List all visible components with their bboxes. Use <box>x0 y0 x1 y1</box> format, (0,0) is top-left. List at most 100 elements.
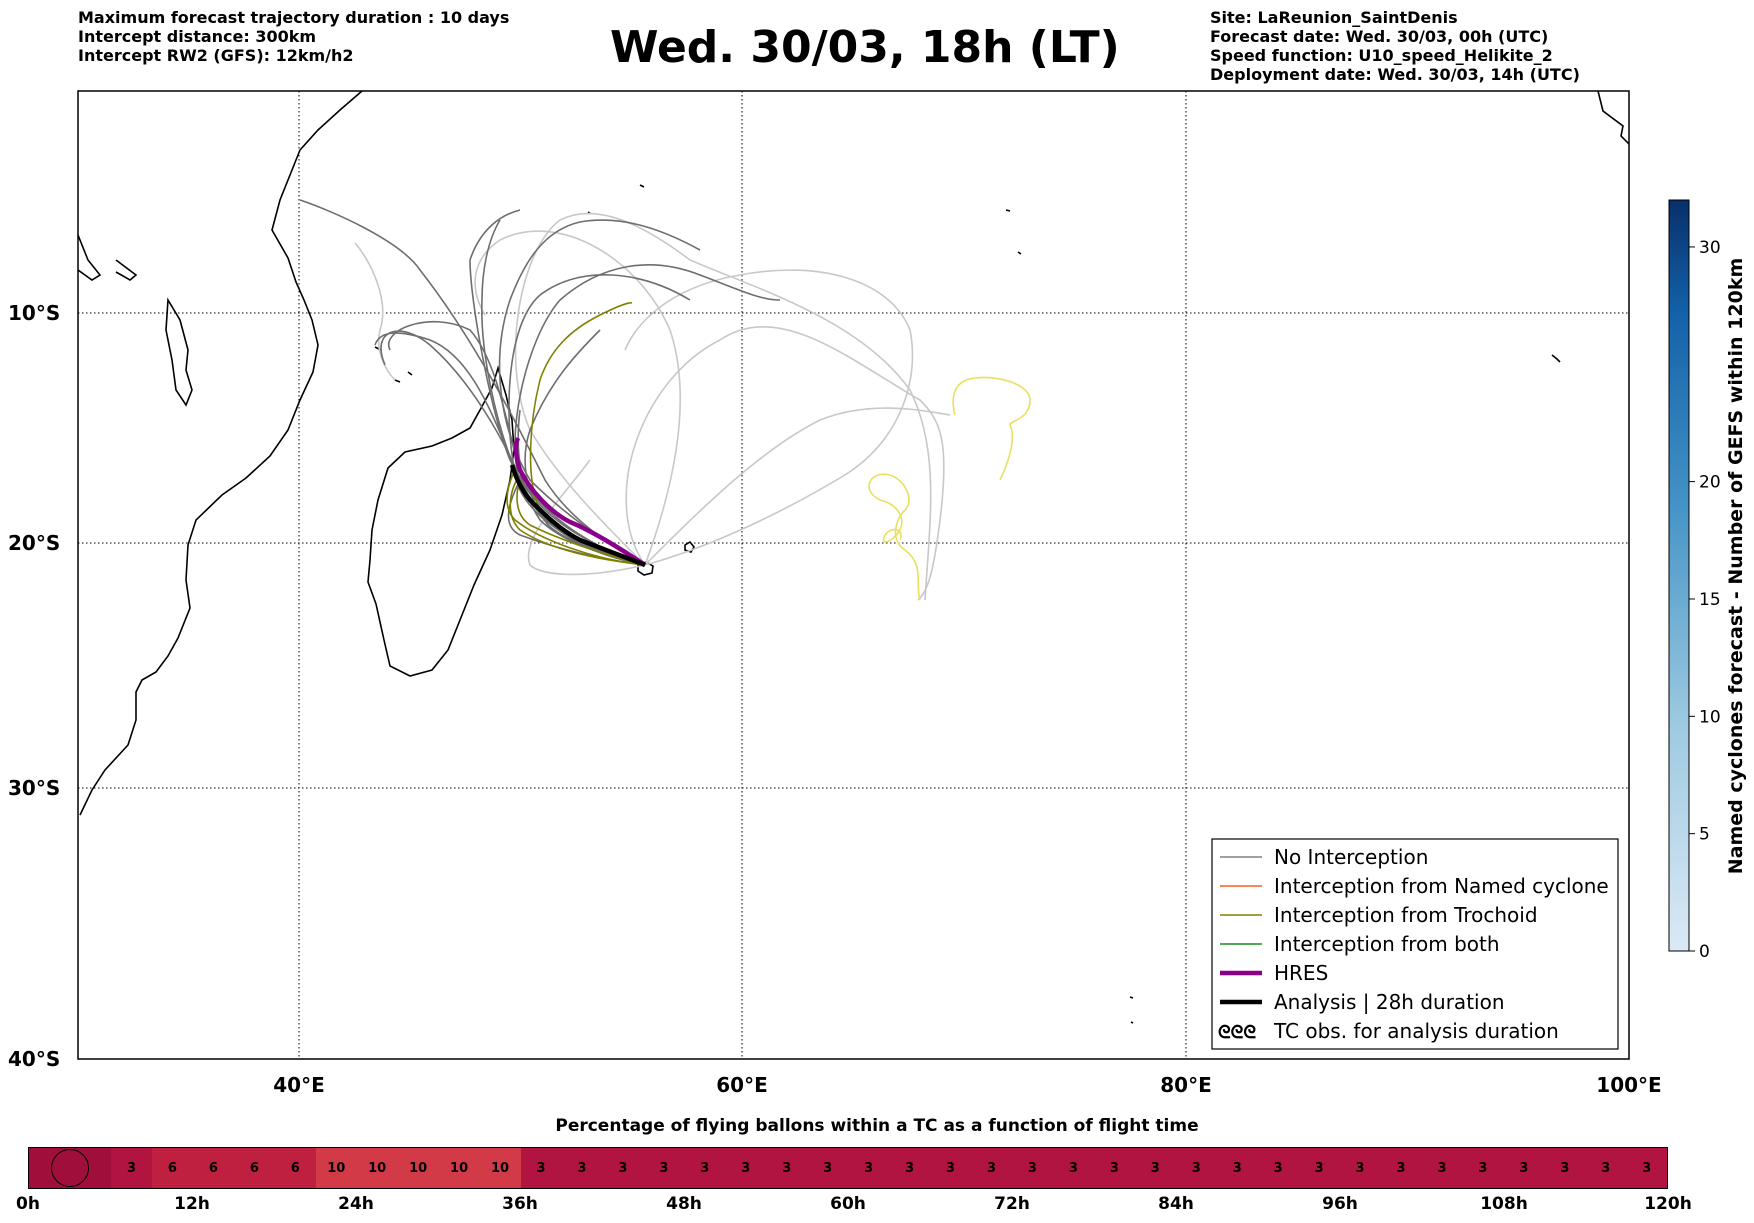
strip-cell: 3 <box>1052 1148 1094 1188</box>
seychelles-islands <box>587 184 1022 255</box>
strip-cell: 3 <box>1585 1148 1627 1188</box>
header-line-rw2: Intercept RW2 (GFS): 12km/h2 <box>78 46 354 65</box>
colorbar-label: Named cyclones forecast - Number of GEFS… <box>1725 258 1747 875</box>
header-line-deployment-date: Deployment date: Wed. 30/03, 14h (UTC) <box>1210 65 1580 84</box>
strip-cell: 3 <box>1134 1148 1176 1188</box>
strip-cell: 3 <box>1503 1148 1545 1188</box>
arabia-fragment <box>78 234 138 281</box>
strip-cell: 10 <box>356 1148 398 1188</box>
colorbar: 0 5 10 15 20 30 Named cyclones forecast - Num… <box>1668 199 1747 962</box>
colorbar-tick-label: 20 <box>1699 473 1721 493</box>
hour-label: 60h <box>830 1194 866 1214</box>
header-line-duration: Maximum forecast trajectory duration : 1… <box>78 8 510 27</box>
colorbar-tick-label: 10 <box>1699 707 1721 727</box>
hour-label: 96h <box>1322 1194 1358 1214</box>
page-title: Wed. 30/03, 18h (LT) <box>610 22 1120 73</box>
lon-label: 60°E <box>716 1073 768 1097</box>
legend-symbol: ᘓᘓᘓ <box>1218 1022 1256 1043</box>
legend-label: Interception from Trochoid <box>1274 903 1538 927</box>
start-circle-icon <box>51 1149 89 1187</box>
strip-start-cell <box>29 1148 111 1188</box>
strip-cell: 6 <box>274 1148 316 1188</box>
header-line-site: Site: LaReunion_SaintDenis <box>1210 8 1458 27</box>
legend-label: Interception from both <box>1274 932 1500 956</box>
lon-label: 100°E <box>1596 1073 1661 1097</box>
strip-cell: 3 <box>520 1148 562 1188</box>
trajectory-map: 10°S 20°S 30°S 40°S 40°E 60°E 80°E 100°E… <box>8 90 1747 1097</box>
strip-cell: 3 <box>725 1148 767 1188</box>
lat-label: 40°S <box>8 1047 60 1071</box>
strip-cell: 3 <box>1298 1148 1340 1188</box>
header-info-right: Site: LaReunion_SaintDenis Forecast date… <box>1210 8 1580 84</box>
light-ensemble-tracks <box>354 212 951 601</box>
strip-cell: 3 <box>807 1148 849 1188</box>
strip-cell: 6 <box>192 1148 234 1188</box>
strip-cell: 3 <box>1462 1148 1504 1188</box>
east-africa-islands <box>165 297 193 407</box>
strip-cell: 10 <box>438 1148 480 1188</box>
map-legend: No Interception Interception from Named c… <box>1211 838 1619 1050</box>
strip-cell: 3 <box>1339 1148 1381 1188</box>
legend-frame <box>1211 838 1619 1050</box>
lat-label: 10°S <box>8 301 60 325</box>
strip-cell: 3 <box>684 1148 726 1188</box>
hour-label: 72h <box>994 1194 1030 1214</box>
africa-coast <box>79 91 363 816</box>
chagos-islands <box>1129 996 1134 1024</box>
colorbar-tick-label: 30 <box>1699 238 1721 258</box>
strip-cell: 3 <box>1011 1148 1053 1188</box>
strip-cell: 3 <box>643 1148 685 1188</box>
hour-label: 108h <box>1480 1194 1528 1214</box>
lat-label: 30°S <box>8 776 60 800</box>
analysis-track <box>509 464 646 568</box>
strip-cell: 3 <box>111 1148 152 1188</box>
colorbar-tick-label: 0 <box>1699 942 1710 962</box>
lon-label: 40°E <box>273 1073 325 1097</box>
small-island-east <box>1551 354 1561 363</box>
strip-cell: 3 <box>930 1148 972 1188</box>
lat-label: 20°S <box>8 531 60 555</box>
hour-label: 48h <box>666 1194 702 1214</box>
hour-label: 0h <box>16 1194 40 1214</box>
strip-cell: 3 <box>1421 1148 1463 1188</box>
strip-cell: 3 <box>1380 1148 1422 1188</box>
legend-label: TC obs. for analysis duration <box>1273 1019 1559 1043</box>
header-line-speed-function: Speed function: U10_speed_Helikite_2 <box>1210 46 1553 65</box>
strip-title: Percentage of flying ballons within a TC… <box>555 1116 1199 1136</box>
strip-cell: 3 <box>561 1148 603 1188</box>
legend-label: HRES <box>1274 961 1328 985</box>
strip-cell: 3 <box>1626 1148 1668 1188</box>
strip-cell: 3 <box>1093 1148 1135 1188</box>
lon-axis-labels: 40°E 60°E 80°E 100°E <box>273 1073 1661 1097</box>
strip-cell: 3 <box>971 1148 1012 1188</box>
map-gridlines <box>78 91 1629 1059</box>
map-frame <box>77 90 1630 1060</box>
hour-label: 36h <box>502 1194 538 1214</box>
header-info-left: Maximum forecast trajectory duration : 1… <box>78 8 509 65</box>
strip-cell: 3 <box>1257 1148 1299 1188</box>
hour-label: 12h <box>174 1194 210 1214</box>
hour-label: 24h <box>338 1194 374 1214</box>
strip-cell: 3 <box>1175 1148 1217 1188</box>
no-interception-tracks <box>299 199 781 566</box>
lat-axis-labels: 10°S 20°S 30°S 40°S <box>8 301 60 1071</box>
strip-cell: 3 <box>889 1148 931 1188</box>
strip-cell: 3 <box>848 1148 890 1188</box>
strip-cell: 6 <box>151 1148 193 1188</box>
hour-label: 84h <box>1158 1194 1194 1214</box>
strip-cell: 6 <box>233 1148 275 1188</box>
yellow-tracks <box>868 376 1031 601</box>
legend-label: Interception from Named cyclone <box>1274 874 1609 898</box>
strip-cell: 3 <box>602 1148 644 1188</box>
strip-cell: 3 <box>1544 1148 1586 1188</box>
tc-percentage-strip: 3 6 6 6 6 10 10 10 10 10 3 3 3 3 3 3 3 3 3 3 3 3 3 3 3 3 3 3 3 3 3 3 3 3 3… <box>28 1147 1668 1189</box>
strip-cell: 10 <box>397 1148 439 1188</box>
colorbar-gradient <box>1668 199 1690 952</box>
north-east-coast <box>1597 91 1629 146</box>
header-line-forecast-date: Forecast date: Wed. 30/03, 00h (UTC) <box>1210 27 1549 46</box>
hour-label: 120h <box>1644 1194 1692 1214</box>
legend-label: Analysis | 28h duration <box>1274 990 1505 1014</box>
legend-label: No Interception <box>1274 845 1428 869</box>
strip-cell: 10 <box>315 1148 357 1188</box>
coastlines <box>78 91 1629 1024</box>
